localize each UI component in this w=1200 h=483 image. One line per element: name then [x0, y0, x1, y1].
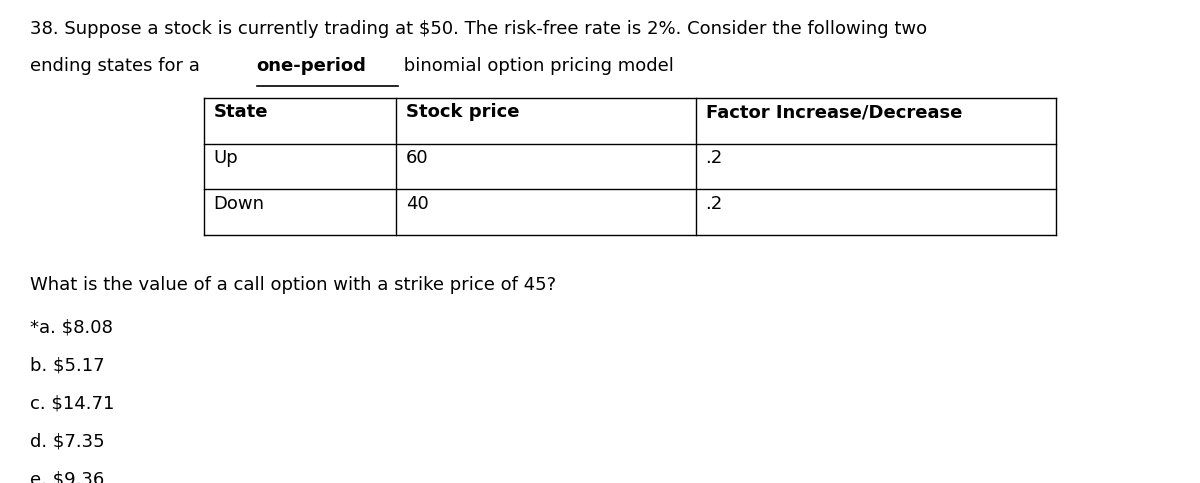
Text: .2: .2 — [706, 195, 722, 213]
Text: *a. $8.08: *a. $8.08 — [30, 319, 113, 337]
Text: e. $9.36: e. $9.36 — [30, 470, 104, 483]
Text: 38. Suppose a stock is currently trading at $50. The risk-free rate is 2%. Consi: 38. Suppose a stock is currently trading… — [30, 20, 928, 38]
Text: .2: .2 — [706, 149, 722, 167]
Text: b. $5.17: b. $5.17 — [30, 356, 104, 374]
Text: Up: Up — [214, 149, 239, 167]
Text: What is the value of a call option with a strike price of 45?: What is the value of a call option with … — [30, 276, 556, 294]
Text: binomial option pricing model: binomial option pricing model — [398, 57, 674, 75]
Text: Factor Increase/Decrease: Factor Increase/Decrease — [706, 103, 962, 121]
Text: Stock price: Stock price — [406, 103, 520, 121]
Text: 40: 40 — [406, 195, 428, 213]
Text: 60: 60 — [406, 149, 428, 167]
Text: State: State — [214, 103, 268, 121]
Text: c. $14.71: c. $14.71 — [30, 394, 114, 412]
Text: d. $7.35: d. $7.35 — [30, 432, 104, 450]
Text: ending states for a: ending states for a — [30, 57, 205, 75]
Text: Down: Down — [214, 195, 265, 213]
Text: one-period: one-period — [257, 57, 366, 75]
